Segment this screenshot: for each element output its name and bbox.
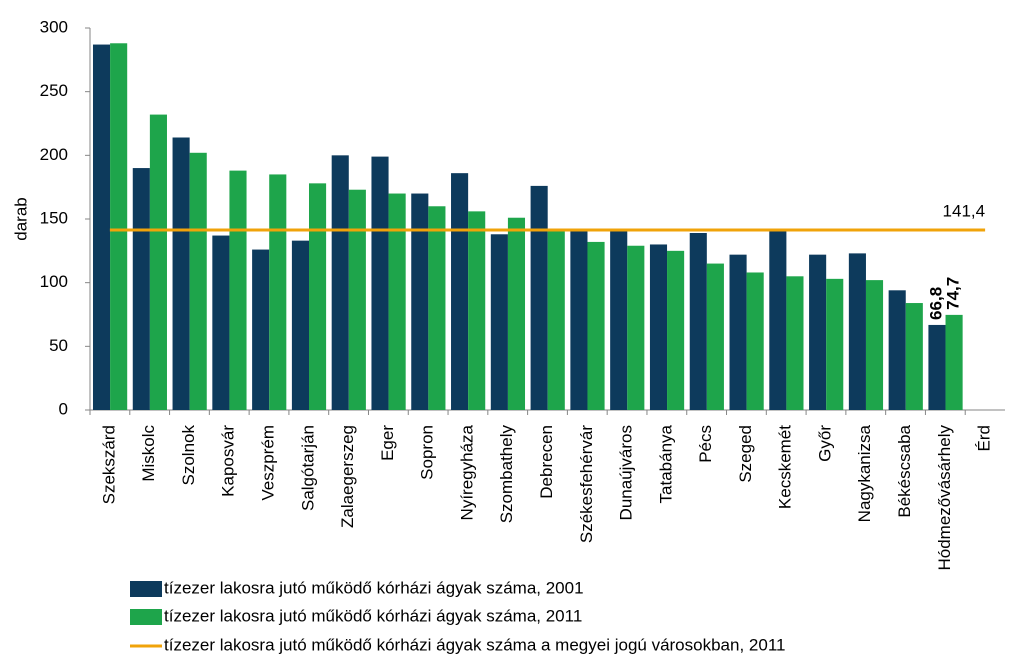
y-tick-label: 50 (49, 336, 68, 355)
x-tick-label: Szolnok (179, 425, 198, 486)
bar (172, 137, 190, 411)
x-tick-label: Kaposvár (219, 425, 238, 497)
x-tick-label: Eger (378, 425, 397, 461)
y-axis-label: darab (11, 197, 30, 240)
x-tick-label: Dunaújváros (617, 425, 636, 520)
bar (587, 241, 605, 410)
bar (729, 254, 747, 410)
x-tick-label: Szeged (736, 425, 755, 483)
bar (547, 230, 565, 410)
bar (269, 174, 287, 410)
bar (291, 240, 310, 410)
bar (848, 253, 866, 410)
bar (468, 211, 486, 410)
bar (746, 272, 764, 410)
data-label: 74,7 (944, 277, 963, 310)
y-tick-label: 250 (40, 81, 68, 100)
bar (229, 170, 247, 410)
bar (706, 263, 724, 410)
x-tick-label: Pécs (696, 425, 715, 463)
bar (667, 250, 685, 410)
bar (451, 173, 469, 410)
x-tick-label: Zalaegerszeg (338, 425, 357, 528)
x-tick-label: Győr (815, 425, 834, 462)
x-tick-label: Érd (975, 425, 994, 451)
bar (689, 233, 707, 410)
bar (132, 168, 150, 410)
bar (627, 245, 645, 410)
bar (331, 155, 349, 410)
x-tick-label: Miskolc (139, 425, 158, 482)
y-tick-label: 150 (40, 208, 68, 227)
bar (309, 183, 327, 410)
x-tick-label: Békéscsaba (895, 424, 914, 517)
bar (610, 230, 628, 410)
x-tick-label: Székesfehérvár (577, 425, 596, 543)
x-tick-label: Szombathely (497, 425, 516, 524)
bar (928, 324, 946, 410)
x-tick-label: Kecskemét (776, 425, 795, 509)
bar (348, 189, 366, 410)
bar (865, 280, 884, 410)
y-tick-label: 0 (59, 399, 68, 418)
bar (428, 206, 446, 410)
bar (826, 278, 844, 410)
x-tick-label: Sopron (418, 425, 437, 480)
bar (212, 235, 230, 410)
legend-label: tízezer lakosra jutó működő kórházi ágya… (164, 635, 785, 654)
bar (905, 303, 923, 410)
bar (149, 114, 167, 410)
reference-label: 141,4 (943, 201, 986, 220)
bar (507, 217, 526, 410)
y-tick-label: 100 (40, 272, 68, 291)
data-label: 66,8 (926, 287, 945, 320)
bar (945, 314, 963, 410)
y-tick-label: 300 (40, 17, 68, 36)
x-tick-label: Veszprém (259, 425, 278, 501)
bar (92, 44, 111, 410)
bar (769, 230, 787, 410)
bar (649, 244, 668, 410)
legend-label: tízezer lakosra jutó működő kórházi ágya… (164, 606, 582, 625)
x-tick-label: Nyíregyháza (457, 424, 476, 520)
bar (371, 156, 389, 410)
bar (189, 152, 207, 410)
bar (411, 193, 429, 410)
bar (888, 290, 906, 410)
bar (570, 230, 588, 410)
bar (110, 43, 128, 410)
bar (252, 249, 270, 410)
x-tick-label: Nagykanizsa (855, 424, 874, 522)
bar (388, 193, 406, 410)
bar (809, 254, 827, 410)
x-tick-label: Tatabánya (656, 424, 675, 503)
y-tick-label: 200 (40, 145, 68, 164)
bar (490, 234, 508, 410)
x-tick-label: Debrecen (537, 425, 556, 499)
bar (530, 185, 548, 410)
bar (786, 276, 804, 410)
legend-label: tízezer lakosra jutó működő kórházi ágya… (164, 578, 584, 597)
x-tick-label: Salgótarján (298, 425, 317, 511)
x-tick-label: Hódmezővásárhely (935, 425, 954, 571)
legend-swatch (130, 581, 162, 597)
legend-swatch (130, 609, 162, 625)
x-tick-label: Szekszárd (99, 425, 118, 504)
